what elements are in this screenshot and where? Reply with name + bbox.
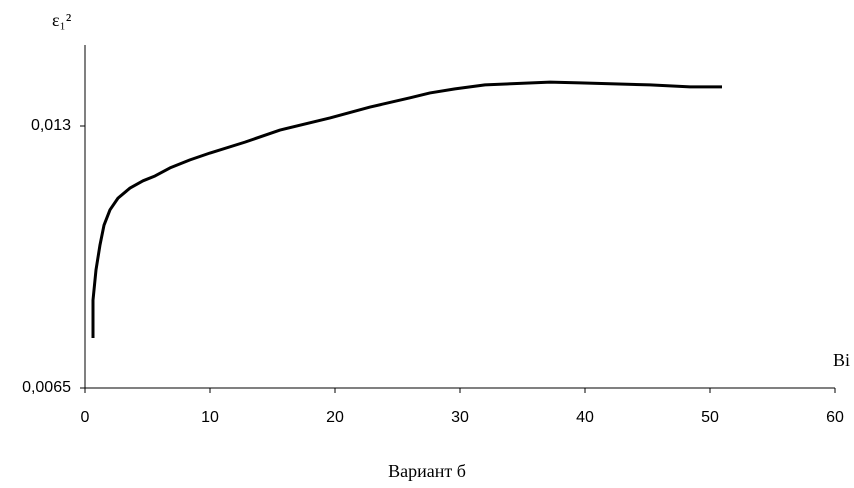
x-tick-label: 60 — [826, 409, 844, 426]
x-tick-label: 20 — [326, 409, 344, 426]
y-tick-label: 0,0065 — [22, 379, 71, 396]
x-tick-label: 40 — [576, 409, 594, 426]
x-tick-label: 0 — [81, 409, 90, 426]
caption: Вариант б — [388, 461, 466, 481]
x-axis-label: Bi — [833, 350, 850, 370]
y-tick-label: 0,013 — [31, 117, 71, 134]
x-tick-label: 30 — [451, 409, 469, 426]
x-tick-label: 50 — [701, 409, 719, 426]
line — [91, 80, 722, 339]
x-tick-label: 10 — [201, 409, 219, 426]
y-axis-label: ε₁² — [52, 10, 71, 30]
